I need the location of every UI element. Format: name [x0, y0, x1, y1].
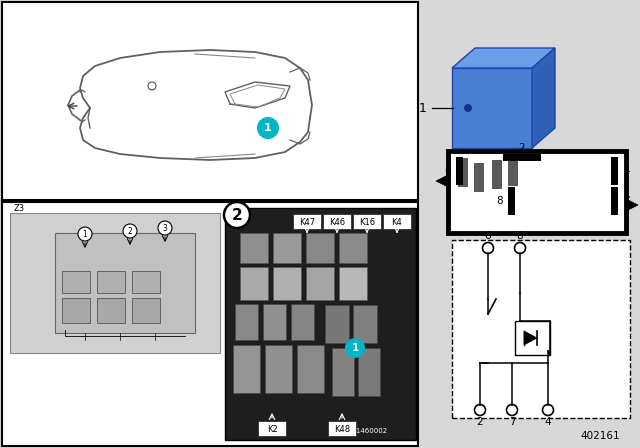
Bar	[291, 304, 314, 340]
Text: K47: K47	[299, 217, 315, 227]
Bar	[2, 202, 418, 446]
Bar	[240, 267, 268, 300]
Bar	[456, 157, 463, 185]
Polygon shape	[452, 48, 555, 68]
Text: 2: 2	[232, 207, 243, 223]
Text: 4: 4	[623, 166, 630, 176]
Bar	[323, 214, 351, 229]
Circle shape	[483, 242, 493, 254]
Circle shape	[506, 405, 518, 415]
Bar	[332, 348, 354, 396]
Text: 4: 4	[545, 417, 551, 427]
Text: K16: K16	[359, 217, 375, 227]
Bar	[611, 157, 618, 185]
Circle shape	[123, 224, 137, 238]
Bar	[273, 267, 301, 300]
Text: 7: 7	[509, 417, 515, 427]
Bar	[503, 154, 541, 161]
Text: K48: K48	[334, 425, 350, 434]
Polygon shape	[532, 48, 555, 148]
Text: 1: 1	[264, 123, 272, 133]
Text: 8: 8	[516, 231, 524, 241]
Circle shape	[345, 338, 365, 358]
Circle shape	[515, 242, 525, 254]
Text: K4: K4	[392, 217, 403, 227]
Bar	[358, 348, 380, 396]
Circle shape	[474, 405, 486, 415]
Text: 1: 1	[83, 229, 88, 238]
Circle shape	[158, 221, 172, 235]
Bar	[240, 233, 268, 263]
Circle shape	[464, 104, 472, 112]
Bar	[97, 298, 125, 323]
Bar	[452, 68, 532, 148]
Text: Z3: Z3	[14, 203, 25, 212]
Text: 8: 8	[497, 196, 503, 206]
Text: 2: 2	[477, 417, 483, 427]
Circle shape	[224, 202, 250, 228]
Bar	[515, 321, 550, 355]
Bar	[353, 214, 381, 229]
Text: 6: 6	[444, 166, 451, 176]
Circle shape	[78, 227, 92, 241]
Bar	[258, 421, 286, 436]
Circle shape	[543, 405, 554, 415]
Bar	[452, 240, 630, 418]
Bar	[492, 160, 501, 188]
Text: 6: 6	[484, 231, 492, 241]
Text: 3: 3	[163, 224, 168, 233]
Bar	[10, 213, 220, 353]
Bar	[97, 271, 125, 293]
Text: K46: K46	[329, 217, 345, 227]
Bar	[339, 267, 367, 300]
Text: 7: 7	[623, 196, 630, 206]
Text: 1: 1	[351, 343, 358, 353]
Text: 402161: 402161	[580, 431, 620, 441]
Bar	[2, 2, 418, 200]
Bar	[458, 158, 467, 186]
Bar	[448, 151, 626, 233]
Bar	[55, 233, 195, 333]
Text: 2: 2	[127, 227, 132, 236]
Bar	[328, 421, 356, 436]
Bar	[225, 208, 416, 440]
Text: 501460002: 501460002	[348, 428, 388, 434]
Circle shape	[257, 117, 279, 139]
Bar	[62, 298, 90, 323]
Bar	[233, 345, 260, 393]
Bar	[297, 345, 324, 393]
Bar	[306, 267, 334, 300]
Bar	[273, 233, 301, 263]
Text: 2: 2	[518, 143, 525, 153]
Text: K2: K2	[267, 425, 277, 434]
Bar	[383, 214, 411, 229]
Bar	[62, 271, 90, 293]
Bar	[293, 214, 321, 229]
Bar	[132, 298, 160, 323]
Bar	[474, 163, 483, 191]
Bar	[325, 305, 349, 343]
Bar	[611, 187, 618, 215]
Polygon shape	[524, 331, 537, 345]
Bar	[132, 271, 160, 293]
Bar	[235, 304, 258, 340]
Bar	[508, 157, 517, 185]
Bar	[265, 345, 292, 393]
Bar	[339, 233, 367, 263]
Polygon shape	[626, 199, 638, 211]
Bar	[508, 187, 515, 215]
Bar	[306, 233, 334, 263]
Bar	[263, 304, 286, 340]
Polygon shape	[436, 175, 448, 187]
Text: 1: 1	[419, 102, 427, 115]
Bar	[353, 305, 377, 343]
